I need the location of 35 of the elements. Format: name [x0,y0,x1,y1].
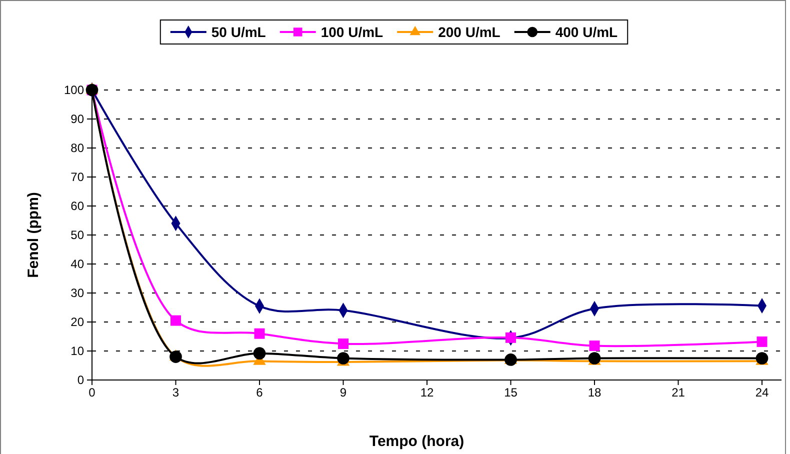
x-axis-title: Tempo (hora) [369,433,464,450]
y-tick-label: 60 [70,198,84,213]
point [254,328,265,339]
point [589,340,600,352]
y-tick-label: 90 [70,112,84,126]
x-tick-label: 15 [504,386,518,400]
y-tick-label: 30 [70,286,84,300]
legend-label: 400 U/mL [555,24,618,40]
x-tick-label: 24 [755,386,769,400]
point [337,352,350,364]
x-tick-label: 3 [172,386,180,400]
x-tick-label: 0 [88,386,96,400]
point [338,338,348,349]
y-tick-label: 50 [70,228,84,242]
point [506,332,516,343]
point [756,336,768,347]
x-tick-label: 12 [420,386,434,400]
x-tick-label: 21 [672,386,686,400]
y-tick-label: 40 [70,256,84,271]
y-tick-label: 80 [70,140,84,155]
legend-label: 200 U/mL [438,24,501,40]
y-tick-label: 100 [64,82,84,97]
y-tick-label: 70 [70,170,84,184]
y-tick-label: 0 [77,372,84,387]
x-tick-label: 9 [340,386,347,400]
y-tick-label: 10 [70,344,84,358]
legend-label: 100 U/mL [320,24,384,40]
y-axis-title: Fenol (ppm) [25,192,42,278]
point [170,350,182,363]
point [253,347,266,360]
x-tick-label: 18 [588,386,602,400]
point [170,315,181,326]
y-tick-label: 20 [70,314,84,329]
legend-label: 50 U/mL [211,24,266,40]
x-tick-label: 6 [256,386,264,400]
